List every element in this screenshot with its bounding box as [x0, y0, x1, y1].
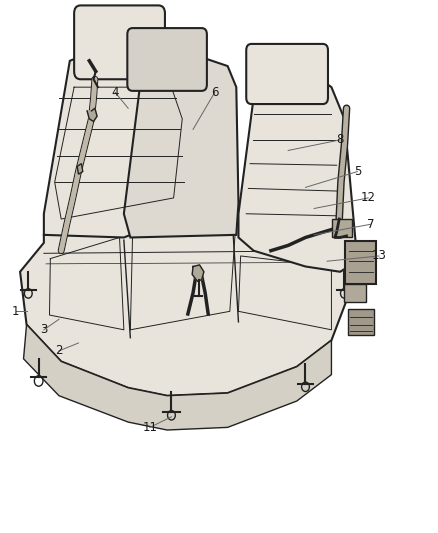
Polygon shape — [87, 108, 97, 122]
Text: 1: 1 — [12, 305, 20, 318]
Text: 5: 5 — [354, 165, 361, 178]
Polygon shape — [20, 200, 357, 395]
FancyBboxPatch shape — [344, 285, 367, 302]
Polygon shape — [238, 69, 357, 272]
FancyBboxPatch shape — [246, 44, 328, 104]
Polygon shape — [192, 265, 204, 281]
FancyBboxPatch shape — [345, 241, 376, 284]
Text: 7: 7 — [367, 218, 374, 231]
Polygon shape — [348, 309, 374, 335]
Text: 6: 6 — [211, 86, 219, 99]
FancyBboxPatch shape — [332, 219, 352, 238]
FancyBboxPatch shape — [74, 5, 165, 79]
Text: 3: 3 — [40, 324, 48, 336]
Polygon shape — [44, 35, 193, 238]
Polygon shape — [124, 53, 238, 238]
Polygon shape — [77, 164, 83, 174]
Text: 11: 11 — [142, 421, 157, 434]
Polygon shape — [24, 325, 332, 430]
FancyBboxPatch shape — [127, 28, 207, 91]
Text: 13: 13 — [371, 249, 386, 262]
Text: 12: 12 — [361, 191, 376, 205]
Text: 8: 8 — [336, 133, 344, 147]
Text: 4: 4 — [111, 86, 119, 99]
Text: 2: 2 — [55, 344, 63, 358]
